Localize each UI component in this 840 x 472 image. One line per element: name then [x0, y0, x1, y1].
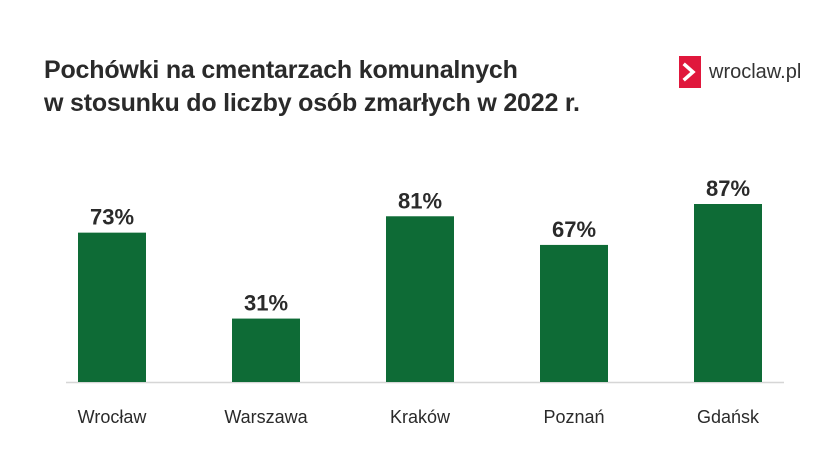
bar-2: [386, 216, 454, 382]
chevron-right-icon: [679, 56, 701, 88]
bar-3: [540, 244, 608, 382]
chart-title: Pochówki na cmentarzach komunalnych w st…: [44, 54, 580, 120]
category-label: Wrocław: [78, 407, 148, 427]
chart-title-line-2: w stosunku do liczby osób zmarłych w 202…: [44, 89, 580, 117]
category-label: Gdańsk: [697, 407, 760, 427]
bar-value-label: 31%: [244, 291, 288, 316]
wroclaw-logo: wroclaw.pl: [679, 56, 801, 88]
category-label: Warszawa: [224, 407, 308, 427]
bar-value-label: 81%: [398, 188, 442, 213]
bar-4: [694, 204, 762, 382]
chart-title-line-1: Pochówki na cmentarzach komunalnych: [44, 56, 518, 84]
bar-value-label: 67%: [552, 217, 596, 242]
bar-0: [78, 232, 146, 382]
bar-value-label: 87%: [706, 176, 750, 201]
category-label: Poznań: [543, 407, 604, 427]
logo-text: wroclaw.pl: [709, 60, 802, 83]
bar-value-label: 73%: [90, 205, 134, 230]
bar-1: [232, 318, 300, 382]
category-label: Kraków: [390, 407, 451, 427]
